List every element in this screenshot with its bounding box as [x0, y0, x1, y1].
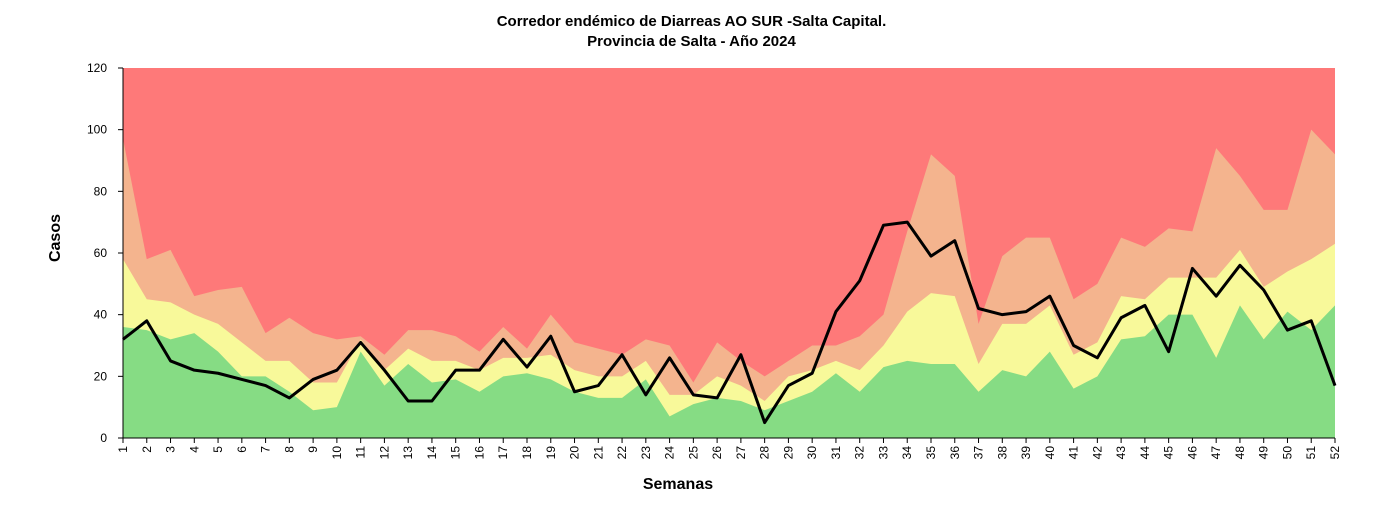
x-tick-label: 34 [900, 446, 914, 460]
x-tick-label: 26 [710, 446, 724, 460]
x-tick-label: 52 [1328, 446, 1342, 460]
x-tick-label: 33 [876, 446, 890, 460]
x-tick-label: 28 [758, 446, 772, 460]
chart-subtitle: Provincia de Salta - Año 2024 [587, 33, 796, 50]
x-tick-label: 31 [829, 446, 843, 460]
x-tick-label: 11 [354, 446, 368, 459]
x-tick-label: 44 [1138, 446, 1152, 460]
x-tick-label: 30 [805, 446, 819, 460]
x-tick-label: 41 [1067, 446, 1081, 460]
x-tick-label: 24 [663, 446, 677, 460]
x-tick-label: 35 [924, 446, 938, 460]
x-tick-label: 10 [330, 446, 344, 460]
band-exito [123, 305, 1335, 438]
x-tick-label: 38 [995, 446, 1009, 460]
x-tick-label: 43 [1114, 446, 1128, 460]
x-tick-label: 7 [259, 446, 273, 453]
x-tick-label: 21 [591, 446, 605, 460]
y-tick-label: 0 [100, 431, 107, 445]
x-tick-label: 2 [140, 446, 154, 453]
x-tick-label: 22 [615, 446, 629, 460]
x-tick-label: 23 [639, 446, 653, 460]
x-tick-label: 14 [425, 446, 439, 460]
endemic-bands [123, 68, 1335, 439]
x-tick-label: 32 [853, 446, 867, 460]
y-tick-label: 40 [94, 308, 108, 322]
x-tick-label: 17 [496, 446, 510, 460]
x-tick-label: 51 [1304, 446, 1318, 460]
x-tick-label: 3 [164, 446, 178, 453]
x-tick-label: 27 [734, 446, 748, 460]
x-tick-label: 45 [1162, 446, 1176, 460]
y-tick-label: 20 [94, 369, 108, 383]
x-tick-label: 29 [781, 446, 795, 460]
x-tick-label: 4 [187, 446, 201, 453]
x-tick-label: 49 [1257, 446, 1271, 460]
y-tick-label: 100 [87, 123, 107, 137]
x-tick-label: 25 [686, 446, 700, 460]
y-tick-label: 60 [94, 246, 108, 260]
x-tick-label: 1 [116, 446, 130, 453]
x-tick-label: 12 [377, 446, 391, 460]
x-tick-label: 15 [449, 446, 463, 460]
cases-series [122, 220, 1337, 425]
x-tick-label: 48 [1233, 446, 1247, 460]
x-tick-label: 50 [1280, 446, 1294, 460]
x-tick-label: 42 [1090, 446, 1104, 460]
x-tick-label: 13 [401, 446, 415, 460]
y-axis-title: Casos [47, 214, 64, 262]
x-tick-label: 47 [1209, 446, 1223, 460]
x-tick-label: 16 [472, 446, 486, 460]
x-tick-label: 40 [1043, 446, 1057, 460]
x-tick-label: 9 [306, 446, 320, 453]
x-tick-label: 39 [1019, 446, 1033, 460]
x-tick-label: 5 [211, 446, 225, 453]
x-tick-label: 6 [235, 446, 249, 453]
x-tick-label: 37 [972, 446, 986, 460]
x-tick-label: 36 [948, 446, 962, 460]
x-tick-label: 18 [520, 446, 534, 460]
x-tick-label: 19 [544, 446, 558, 460]
chart-title: Corredor endémico de Diarreas AO SUR -Sa… [496, 13, 887, 30]
x-axis-title: Semanas [643, 476, 713, 493]
y-tick-label: 80 [94, 184, 108, 198]
x-tick-label: 8 [282, 446, 296, 453]
y-tick-label: 120 [87, 61, 107, 75]
x-tick-label: 46 [1185, 446, 1199, 460]
series-line-0 [122, 220, 1337, 425]
x-tick-label: 20 [568, 446, 582, 460]
